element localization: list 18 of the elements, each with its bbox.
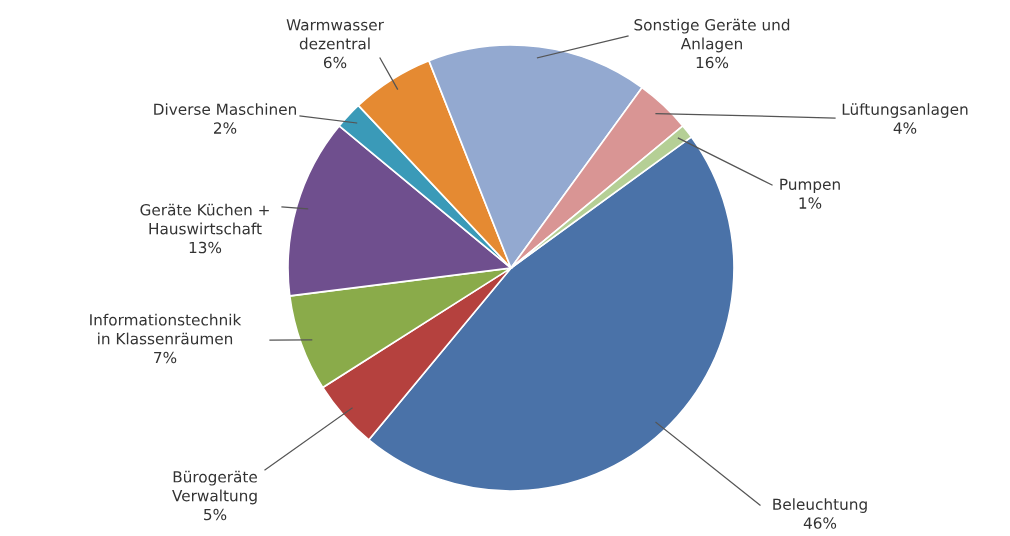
- data-label: 1%: [799, 197, 822, 209]
- data-label: 6%: [323, 56, 347, 69]
- data-label: 13%: [189, 241, 222, 254]
- data-label: 5%: [204, 508, 227, 521]
- slice-label: Bürogeräte Verwaltung: [172, 470, 257, 505]
- slice-label: Sonstige Geräte und Anlagen: [634, 18, 790, 53]
- slice-label: Warmwasser dezentral: [286, 19, 384, 50]
- slice-label: Geräte Küchen + Hauswirtschaft: [140, 203, 269, 235]
- data-label: 4%: [893, 122, 917, 134]
- data-label: 46%: [803, 517, 837, 529]
- data-label: 2%: [214, 122, 237, 134]
- slice-label: Informationstechnik in Klassenräumen: [90, 313, 242, 345]
- slice-label: Lüftungsanlagen: [842, 103, 968, 118]
- slice-label: Pumpen: [780, 178, 840, 193]
- slice-label: Diverse Maschinen: [154, 103, 296, 116]
- data-label: 16%: [696, 56, 729, 69]
- data-label: 7%: [154, 351, 177, 364]
- slice-label: Beleuchtung: [773, 498, 867, 513]
